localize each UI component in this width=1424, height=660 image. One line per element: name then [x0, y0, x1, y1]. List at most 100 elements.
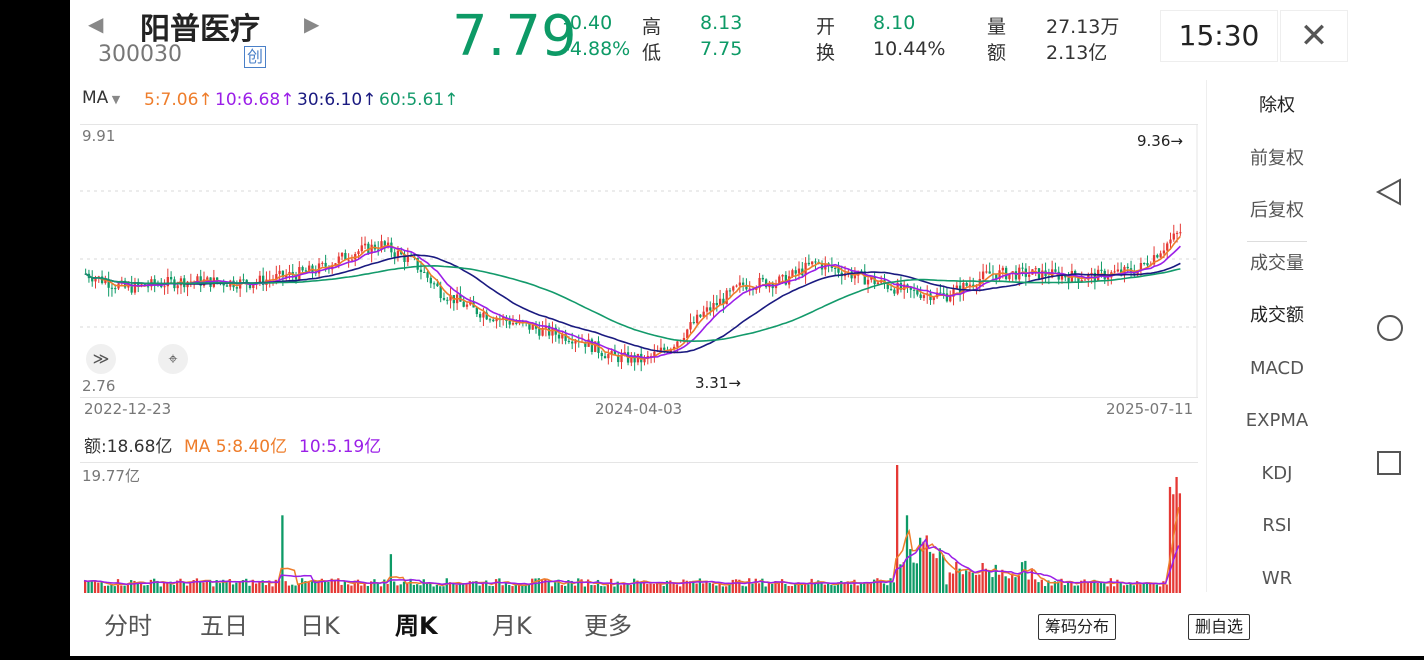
sidebar-item-forward-adjust[interactable]: 前复权	[1250, 147, 1304, 169]
amount-bar	[899, 564, 902, 593]
amount-bar	[606, 584, 610, 593]
candle-body	[600, 352, 603, 357]
amount-bar	[547, 580, 550, 593]
amount-bar	[521, 585, 524, 593]
candle-body	[663, 347, 666, 350]
tab-daily-k[interactable]: 日K	[300, 612, 340, 640]
candle-body	[594, 341, 597, 352]
sidebar-item-volume[interactable]: 成交量	[1250, 252, 1304, 274]
triangle-left-icon[interactable]: ◀	[88, 12, 104, 36]
candle-body	[531, 324, 534, 330]
tab-monthly-k[interactable]: 月K	[492, 612, 532, 640]
amount-bar	[1158, 586, 1162, 593]
candle-body	[758, 277, 761, 289]
candle-body	[725, 290, 728, 305]
amount-bar	[363, 583, 366, 593]
candle-body	[689, 322, 692, 330]
candle-body	[492, 319, 495, 322]
amount-bar	[258, 581, 261, 593]
candle-body	[538, 328, 541, 336]
candle-body	[528, 322, 531, 330]
home-icon[interactable]	[1377, 315, 1403, 341]
amount-bar	[228, 579, 231, 593]
chip-distribution-button[interactable]: 筹码分布	[1038, 614, 1117, 640]
tab-more[interactable]: 更多	[584, 612, 632, 640]
candle-body	[1169, 239, 1172, 244]
amount-bar	[1142, 582, 1145, 593]
price-chart[interactable]: 9.91 2.76 9.36→ 3.31→ ≫ ⌖	[80, 124, 1198, 398]
amount-chart[interactable]: 19.77亿	[80, 462, 1198, 593]
amount-bar	[830, 584, 833, 593]
amount-bar	[810, 578, 813, 593]
amount-bar	[402, 581, 406, 593]
tab-five-day[interactable]: 五日	[200, 612, 248, 640]
stock-detail-screen: ◀ 阳普医疗 ▶ 300030 创 7.79 -0.40 -4.88% 高 8.…	[70, 0, 1354, 656]
sidebar-item-backward-adjust[interactable]: 后复权	[1250, 200, 1304, 221]
candle-body	[1175, 232, 1179, 234]
amount-bar	[609, 578, 613, 593]
amount-bar	[922, 541, 925, 593]
stock-code: 300030	[98, 42, 182, 67]
amount-bar	[205, 580, 208, 593]
candle-body	[603, 356, 607, 359]
candle-body	[620, 354, 623, 363]
close-icon[interactable]: ✕	[1280, 10, 1348, 62]
candle-body	[393, 252, 396, 257]
candle-body	[738, 282, 741, 286]
sidebar-item-kdj[interactable]: KDJ	[1261, 462, 1293, 484]
back-icon[interactable]	[1375, 178, 1401, 206]
amount-bar	[613, 586, 616, 593]
recents-icon[interactable]	[1377, 451, 1401, 475]
expand-icon[interactable]: ≫	[86, 344, 116, 374]
amount-bar	[882, 583, 886, 593]
amount-bar	[172, 584, 176, 593]
candle-body	[278, 270, 281, 275]
amount-bar	[1070, 581, 1073, 593]
amount-bar	[406, 583, 409, 593]
amount-bar	[524, 584, 527, 593]
sidebar-item-exright[interactable]: 除权	[1259, 95, 1295, 116]
amount-bar	[662, 585, 665, 593]
candle-body	[104, 280, 107, 284]
crosshair-icon[interactable]: ⌖	[158, 344, 188, 374]
tab-intraday[interactable]: 分时	[104, 612, 152, 640]
amount-bar	[803, 584, 807, 593]
amount-bar	[218, 583, 222, 593]
candle-body	[699, 314, 702, 317]
amount-bar	[669, 580, 672, 593]
amount-bar	[353, 580, 356, 593]
triangle-right-icon[interactable]: ▶	[304, 12, 320, 36]
amount-bar	[340, 584, 343, 593]
amount-bar	[379, 586, 383, 593]
amount-bar	[93, 580, 97, 593]
amount-bar	[626, 584, 629, 593]
sidebar-item-amount[interactable]: 成交额	[1250, 305, 1304, 326]
x-label-end: 2025-07-11	[1106, 400, 1194, 418]
remove-watchlist-button[interactable]: 删自选	[1188, 614, 1251, 640]
candle-body	[439, 286, 442, 299]
amount-bar	[1017, 575, 1020, 593]
tab-weekly-k[interactable]: 周K	[395, 612, 438, 640]
candle-body	[962, 282, 965, 294]
candle-body	[797, 268, 801, 274]
amount-bar	[100, 582, 103, 593]
amount-bar	[846, 581, 849, 593]
sidebar-item-expma[interactable]: EXPMA	[1245, 410, 1309, 431]
amount-bar	[1145, 582, 1149, 593]
candle-body	[436, 283, 439, 287]
candle-body	[334, 263, 337, 266]
ma60-line	[85, 264, 1181, 343]
sidebar-item-macd[interactable]: MACD	[1250, 357, 1304, 379]
ma-selector[interactable]: MA ▼	[82, 88, 120, 108]
amount-bar	[997, 574, 1001, 593]
candle-body	[705, 307, 709, 312]
amount-bar	[652, 583, 656, 593]
candle-body	[130, 284, 133, 293]
amount-bar	[672, 582, 675, 593]
amount-bar	[744, 586, 748, 593]
candle-body	[610, 351, 613, 355]
candle-body	[432, 283, 436, 285]
sidebar-item-rsi[interactable]: RSI	[1262, 515, 1292, 536]
amount-bar	[435, 584, 439, 593]
sidebar-item-wr[interactable]: WR	[1261, 567, 1293, 589]
